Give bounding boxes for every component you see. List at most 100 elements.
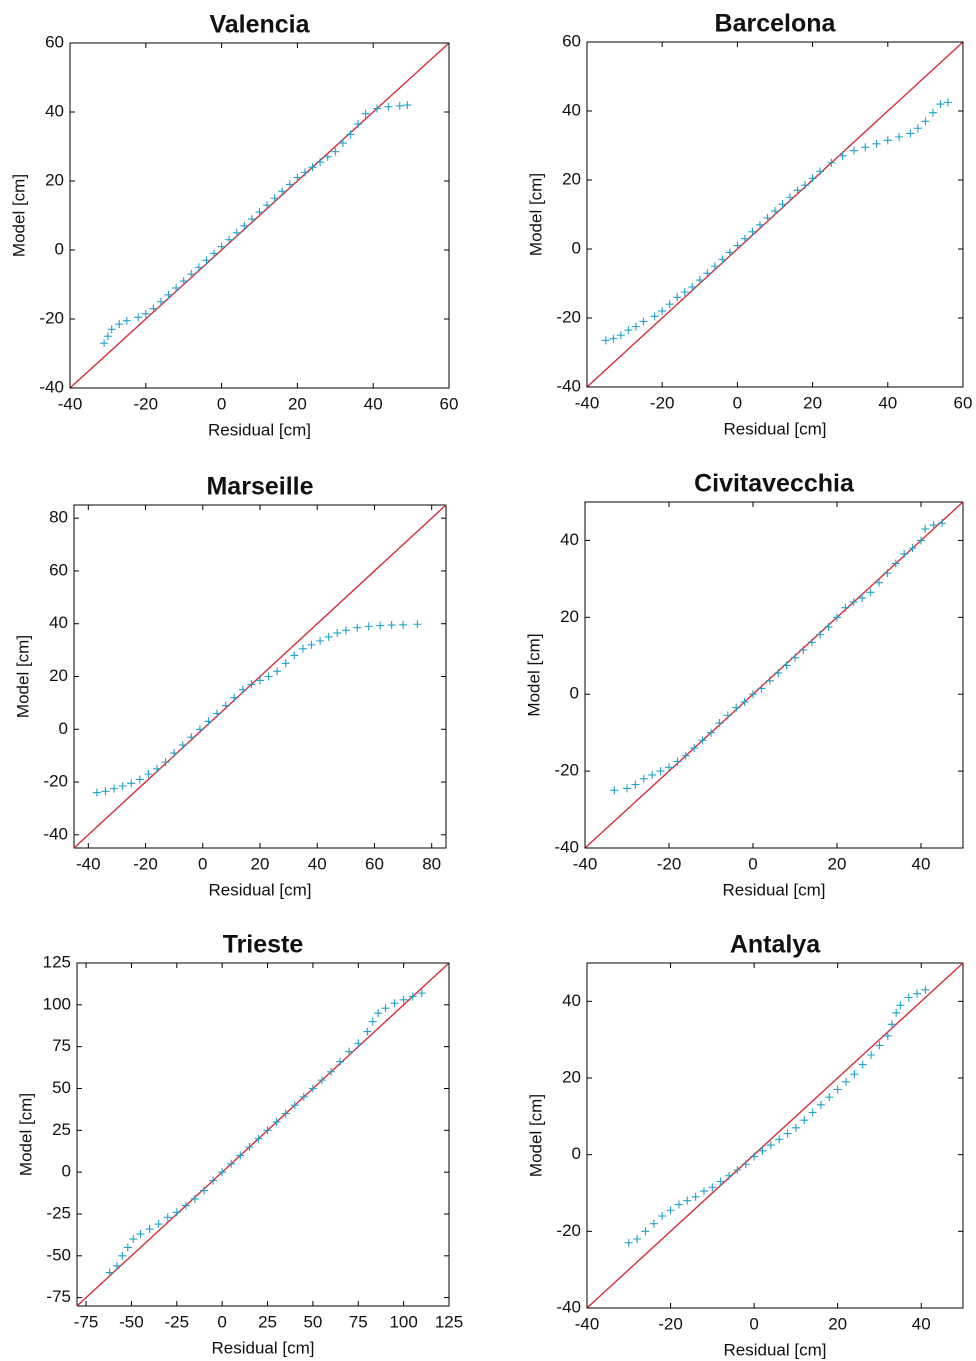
point <box>649 1219 658 1228</box>
point <box>227 1159 236 1168</box>
y-tick-label: 25 <box>52 1120 71 1139</box>
point <box>716 1177 725 1186</box>
chart-title: Trieste <box>223 931 304 959</box>
point <box>725 248 734 257</box>
point <box>778 200 787 209</box>
y-tick-label: 60 <box>45 32 64 51</box>
y-tick-label: 40 <box>562 991 581 1010</box>
point <box>232 228 241 237</box>
x-tick-label: 75 <box>349 1312 368 1331</box>
point <box>740 697 749 706</box>
y-tick-label: 40 <box>49 613 68 632</box>
point <box>867 1051 876 1059</box>
chart-title: Barcelona <box>715 10 837 38</box>
point <box>665 763 673 772</box>
y-tick-label: -40 <box>554 837 579 856</box>
points <box>100 101 412 348</box>
point <box>195 725 204 734</box>
point <box>161 758 170 767</box>
point <box>861 143 870 152</box>
x-axis-label: Residual [cm] <box>208 420 311 439</box>
x-tick-label: 125 <box>435 1312 463 1331</box>
point <box>921 524 930 533</box>
point <box>710 262 719 271</box>
point <box>403 101 412 110</box>
point <box>921 117 930 126</box>
point <box>278 187 287 196</box>
point <box>247 214 256 223</box>
point <box>666 1206 675 1215</box>
chart: -40 -20 0 20 40 60 80 -40 -20 0 20 40 60 80 Marseille R… <box>13 473 447 899</box>
x-tick-label: -40 <box>573 854 598 873</box>
point <box>703 269 712 278</box>
point <box>715 719 724 728</box>
point <box>872 139 881 148</box>
point <box>631 322 640 331</box>
point <box>816 630 825 639</box>
x-tick-label: -20 <box>657 854 682 873</box>
point <box>838 151 847 160</box>
point <box>202 256 211 265</box>
point <box>732 703 741 712</box>
chart-title: Antalya <box>730 931 821 959</box>
point <box>134 313 143 322</box>
point <box>816 167 825 176</box>
point <box>849 146 858 155</box>
point <box>609 334 618 343</box>
point <box>240 221 249 230</box>
point <box>376 621 385 630</box>
x-tick-label: 80 <box>422 854 441 873</box>
point <box>771 207 779 216</box>
point <box>92 788 101 797</box>
point <box>285 180 294 189</box>
y-tick-label: 80 <box>49 508 68 527</box>
point <box>127 779 136 788</box>
chart-title: Valencia <box>209 11 310 39</box>
x-tick-label: -25 <box>165 1312 190 1331</box>
point <box>904 993 913 1002</box>
point <box>858 594 867 603</box>
point <box>883 136 892 145</box>
point <box>825 1093 834 1102</box>
point <box>875 578 883 587</box>
point <box>875 1041 884 1050</box>
point <box>170 749 179 758</box>
point <box>929 521 938 530</box>
points <box>624 985 930 1247</box>
x-axis-label: Residual [cm] <box>212 1338 315 1357</box>
point <box>263 201 272 210</box>
point <box>648 770 657 779</box>
point <box>213 709 222 718</box>
x-tick-label: 0 <box>748 854 757 873</box>
x-tick-label: -40 <box>58 394 83 413</box>
point <box>172 1208 181 1217</box>
point <box>725 1171 734 1180</box>
point <box>749 690 757 699</box>
point <box>145 1225 154 1234</box>
point <box>723 711 732 720</box>
point <box>691 1192 700 1201</box>
point <box>178 741 187 750</box>
point <box>181 1201 190 1210</box>
point <box>210 249 219 258</box>
point <box>218 1168 227 1177</box>
y-tick-label: -40 <box>39 377 64 396</box>
point <box>913 124 922 133</box>
point <box>708 1183 717 1192</box>
point <box>209 1176 218 1185</box>
y-axis-label: Model [cm] <box>9 174 28 257</box>
y-tick-label: 40 <box>560 530 579 549</box>
point <box>658 1212 667 1220</box>
y-tick-label: 125 <box>43 952 71 971</box>
y-tick-label: 20 <box>562 1067 581 1086</box>
point <box>395 101 404 110</box>
x-tick-label: 0 <box>749 1314 758 1333</box>
point <box>154 1220 163 1229</box>
point <box>144 770 153 779</box>
x-tick-label: 50 <box>303 1312 322 1331</box>
point <box>758 1146 767 1155</box>
point <box>273 667 282 676</box>
point <box>179 277 188 286</box>
x-tick-label: 60 <box>365 854 384 873</box>
